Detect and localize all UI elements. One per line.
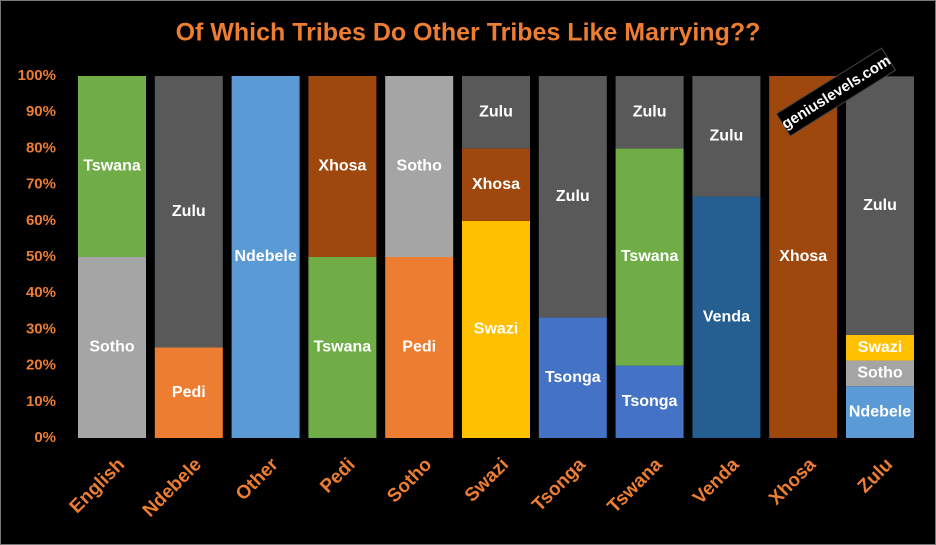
bar-segment <box>154 76 223 348</box>
y-tick-label: 30% <box>26 320 56 337</box>
bar-segment <box>615 148 684 366</box>
bar-segment <box>462 220 530 438</box>
segment-label: Zulu <box>479 103 513 120</box>
bar-segment <box>846 334 914 361</box>
bar-segment <box>308 76 377 257</box>
bar-segment <box>78 257 146 438</box>
segment-label: Sotho <box>397 158 443 175</box>
segment-label: Sotho <box>857 365 903 382</box>
segment-label: Zulu <box>863 197 897 214</box>
segment-label: Tswana <box>314 339 372 356</box>
segment-label: Swazi <box>474 321 518 338</box>
bar-segment <box>769 76 838 438</box>
bar-segment <box>615 76 684 149</box>
segment-label: Sotho <box>89 339 135 356</box>
segment-label: Tsonga <box>545 369 601 386</box>
segment-label: Zulu <box>633 103 667 120</box>
bar-segment <box>846 360 914 387</box>
bar-segment <box>692 76 761 197</box>
bar-segment <box>538 317 607 438</box>
segment-label: Zulu <box>710 127 744 144</box>
bar-segment <box>846 76 914 335</box>
y-tick-label: 100% <box>18 67 56 84</box>
bar-segment <box>462 148 530 221</box>
y-tick-label: 80% <box>26 139 56 156</box>
segment-label: Ndebele <box>849 403 911 420</box>
y-tick-label: 20% <box>26 357 56 374</box>
y-tick-label: 70% <box>26 176 56 193</box>
segment-label: Zulu <box>172 203 206 220</box>
segment-label: Ndebele <box>234 248 296 265</box>
segment-label: Swazi <box>858 339 902 356</box>
segment-label: Xhosa <box>318 158 366 175</box>
y-tick-label: 90% <box>26 103 56 120</box>
segment-label: Zulu <box>556 188 590 205</box>
bar-segment <box>308 257 377 438</box>
bar-segment <box>462 76 530 149</box>
watermark-box <box>775 47 897 137</box>
bar-segment <box>231 76 300 438</box>
bar-segment <box>846 386 914 438</box>
bar-segment <box>154 347 223 438</box>
segment-label: Venda <box>703 308 750 325</box>
bar-segment <box>385 76 454 257</box>
segment-label: Tswana <box>621 248 679 265</box>
bar-segment <box>615 365 684 438</box>
segment-label: Tswana <box>83 158 141 175</box>
bar-segment <box>385 257 454 438</box>
y-tick-label: 50% <box>26 248 56 265</box>
y-tick-label: 40% <box>26 284 56 301</box>
chart-title: Of Which Tribes Do Other Tribes Like Mar… <box>176 19 761 47</box>
segment-label: Xhosa <box>472 176 520 193</box>
bar-segment <box>78 76 146 257</box>
segment-label: Pedi <box>402 339 436 356</box>
bar-segment <box>692 196 761 438</box>
bar-segment <box>538 76 607 318</box>
segment-label: Pedi <box>172 384 206 401</box>
y-tick-label: 60% <box>26 212 56 229</box>
segment-label: Xhosa <box>779 248 827 265</box>
y-tick-label: 10% <box>26 393 56 410</box>
segment-label: Tsonga <box>622 393 678 410</box>
y-tick-label: 0% <box>34 429 56 446</box>
